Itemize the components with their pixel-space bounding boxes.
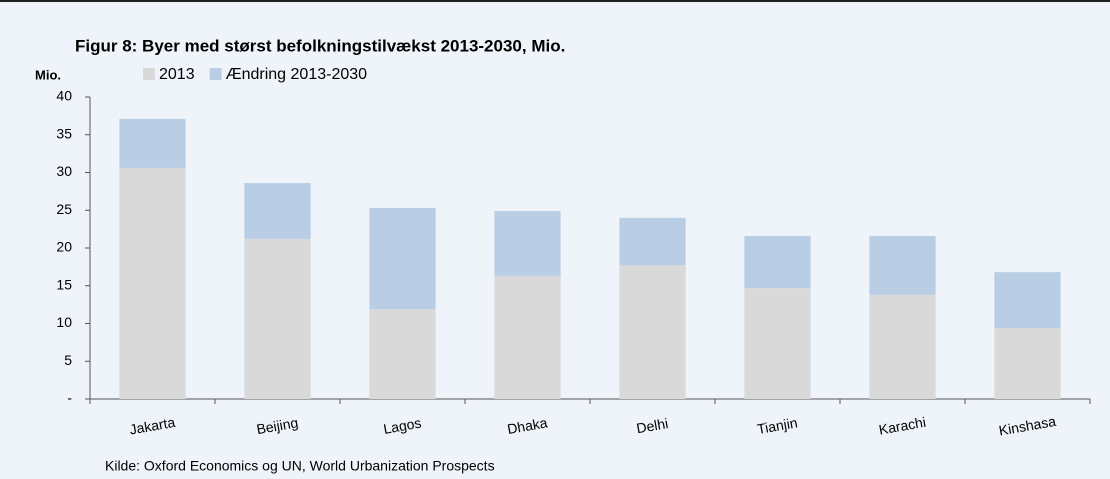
bar-segment	[994, 328, 1061, 399]
bar-segment	[994, 272, 1061, 329]
bar-segment	[369, 309, 436, 399]
x-tick-label: Karachi	[878, 414, 928, 438]
y-tick-label: -	[67, 390, 72, 406]
x-tick-label: Kinshasa	[998, 413, 1058, 439]
x-tick-label: Tianjin	[756, 414, 799, 437]
y-tick-label: 15	[56, 276, 72, 292]
y-axis-label: Mio.	[35, 67, 61, 82]
source: Kilde: Oxford Economics og UN, World Urb…	[105, 458, 495, 474]
x-tick-label: Jakarta	[128, 414, 176, 438]
bar-segment	[119, 167, 186, 399]
bar-segment	[494, 275, 561, 399]
y-tick-label: 30	[56, 163, 72, 179]
x-tick-label: Delhi	[635, 415, 669, 436]
y-tick-label: 35	[56, 125, 72, 141]
y-tick-label: 10	[56, 314, 72, 330]
bar-segment	[119, 118, 186, 168]
legend-label: 2013	[159, 66, 195, 83]
legend-label: Ændring 2013-2030	[226, 66, 368, 83]
bar-segment	[869, 294, 936, 399]
y-tick-label: 20	[56, 239, 72, 255]
bar-segment	[244, 183, 311, 239]
bar-segment	[619, 217, 686, 266]
bar-segment	[744, 288, 811, 399]
x-tick-label: Lagos	[382, 415, 422, 437]
x-tick-label: Beijing	[255, 414, 299, 437]
y-tick-label: 40	[56, 88, 72, 104]
chart-title: Figur 8: Byer med størst befolkningstilv…	[75, 36, 565, 55]
bar-segment	[494, 211, 561, 276]
bar-segment	[244, 238, 311, 399]
legend-swatch	[209, 68, 222, 80]
y-tick-label: 25	[56, 201, 72, 217]
y-tick-label: 5	[64, 352, 72, 368]
x-tick-label: Dhaka	[506, 414, 549, 437]
bar-segment	[619, 265, 686, 399]
bar-segment	[869, 235, 936, 295]
legend-swatch	[143, 68, 155, 80]
bar-segment	[369, 207, 436, 310]
bar-segment	[744, 235, 811, 289]
